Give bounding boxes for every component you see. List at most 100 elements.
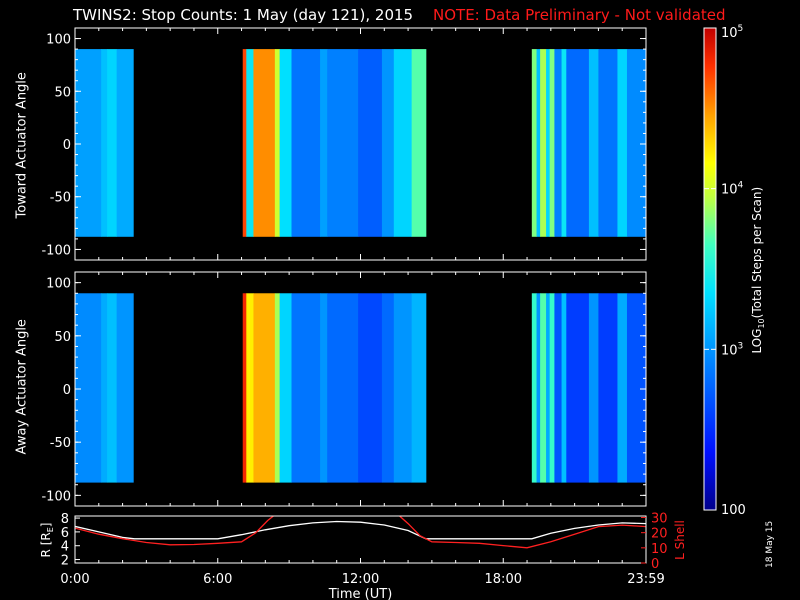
- heatmap-band: [246, 293, 254, 483]
- heatmap-band: [101, 293, 108, 483]
- away-ylabel: Away Actuator Angle: [14, 319, 30, 455]
- away-panel: 100 50 0 -50 -100: [41, 271, 647, 507]
- y-tick-label: 50: [54, 85, 71, 100]
- colorbar-label: LOG10(Total Steps per Scan): [750, 140, 766, 400]
- heatmap-band: [598, 49, 618, 237]
- l-shell-tick-label: 20: [651, 527, 668, 542]
- heatmap-band: [411, 293, 427, 483]
- y-tick-label: 50: [54, 330, 71, 345]
- x-tick-label: 0:00: [60, 572, 89, 587]
- heatmap-band: [561, 293, 567, 483]
- r-label-sub: E: [46, 527, 55, 532]
- x-tick-label: 6:00: [203, 572, 232, 587]
- y-tick-label: -50: [50, 436, 71, 451]
- heatmap-band: [327, 293, 359, 483]
- colorbar-label-rest: (Total Steps per Scan): [749, 186, 764, 319]
- heatmap-band: [549, 293, 555, 483]
- colorbar-label-sub: 10: [757, 318, 767, 329]
- heatmap-band: [588, 49, 599, 237]
- r-axis-label-text: R [RE]: [39, 523, 55, 558]
- r-label-main: R [R: [39, 532, 53, 557]
- heatmap-band: [598, 293, 618, 483]
- toward-panel: 100 50 0 -50 -100: [41, 27, 647, 261]
- r-line: [75, 520, 646, 540]
- colorbar-gradient: [703, 27, 717, 511]
- y-tick-label: -50: [50, 191, 71, 206]
- heatmap-band: [554, 293, 562, 483]
- heatmap-band: [242, 293, 247, 483]
- heatmap-band: [540, 49, 547, 237]
- heatmap-band: [626, 293, 647, 483]
- heatmap-band: [279, 49, 292, 237]
- x-tick-label: 23:59: [627, 572, 664, 587]
- date-stamp: 18 May 15: [765, 520, 775, 568]
- heatmap-band: [531, 49, 537, 237]
- y-tick-label: -100: [41, 489, 71, 504]
- heatmap-band: [540, 293, 547, 483]
- heatmap-band: [101, 49, 108, 237]
- heatmap-band: [536, 49, 541, 237]
- heatmap-band: [531, 293, 537, 483]
- colorbar-tick-base: 10: [721, 183, 738, 198]
- heatmap-band: [274, 293, 281, 483]
- heatmap-band: [327, 49, 359, 237]
- y-tick-label: 100: [46, 277, 71, 292]
- colorbar-tick-label: 105: [721, 24, 743, 41]
- colorbar-tick-base: 10: [721, 26, 738, 41]
- toward-ylabel: Toward Actuator Angle: [14, 72, 30, 219]
- r-tick-label: 6: [61, 526, 69, 541]
- colorbar-tick-label: 103: [721, 341, 743, 358]
- heatmap-band: [566, 293, 590, 483]
- r-tick-label: 4: [61, 540, 69, 555]
- l-shell-tick-label: 10: [651, 542, 668, 557]
- y-tick-label: -100: [41, 243, 71, 258]
- heatmap-band: [561, 49, 567, 237]
- heatmap-band: [253, 49, 276, 237]
- heatmap-band: [358, 49, 383, 237]
- heatmap-band: [393, 293, 413, 483]
- heatmap-band: [274, 49, 281, 237]
- heatmap-band: [358, 293, 383, 483]
- heatmap-band: [588, 293, 599, 483]
- heatmap-band: [246, 49, 254, 237]
- heatmap-band: [75, 293, 102, 483]
- heatmap-band: [242, 49, 247, 237]
- l-shell-tick-label: 0: [651, 557, 659, 572]
- heatmap-band: [549, 49, 555, 237]
- colorbar-tick-label: 104: [721, 181, 744, 198]
- colorbar-tick-base: 10: [721, 343, 738, 358]
- l-shell-line: [75, 516, 646, 549]
- colorbar-tick-label: 100: [721, 503, 746, 518]
- heatmap-band: [291, 293, 321, 483]
- y-tick-label: 0: [63, 383, 71, 398]
- orbit-plot-area: [75, 516, 646, 563]
- y-tick-label: 100: [46, 33, 71, 48]
- heatmap-band: [411, 49, 427, 237]
- heatmap-band: [320, 293, 328, 483]
- heatmap-band: [546, 49, 551, 237]
- r-label-close: ]: [39, 523, 53, 528]
- colorbar-label-main: LOG: [749, 328, 764, 354]
- heatmap-band: [75, 49, 102, 237]
- colorbar-tick-exp: 3: [738, 341, 744, 351]
- heatmap-band: [107, 293, 118, 483]
- heatmap-band: [320, 49, 328, 237]
- heatmap-band: [536, 293, 541, 483]
- l-shell-axis-label: L Shell: [673, 520, 687, 560]
- preliminary-note: NOTE: Data Preliminary - Not validated: [433, 6, 726, 24]
- heatmap-band: [546, 293, 551, 483]
- colorbar-tick-exp: 5: [738, 24, 744, 34]
- l-shell-tick-label: 30: [651, 512, 668, 527]
- heatmap-band: [554, 49, 562, 237]
- heatmap-band: [381, 293, 395, 483]
- heatmap-band: [116, 49, 134, 237]
- r-tick-label: 8: [61, 512, 69, 527]
- heatmap-band: [617, 49, 628, 237]
- heatmap-band: [566, 49, 590, 237]
- heatmap-band: [626, 49, 647, 237]
- r-axis-label: R [RE]: [39, 523, 55, 558]
- heatmap-band: [393, 49, 413, 237]
